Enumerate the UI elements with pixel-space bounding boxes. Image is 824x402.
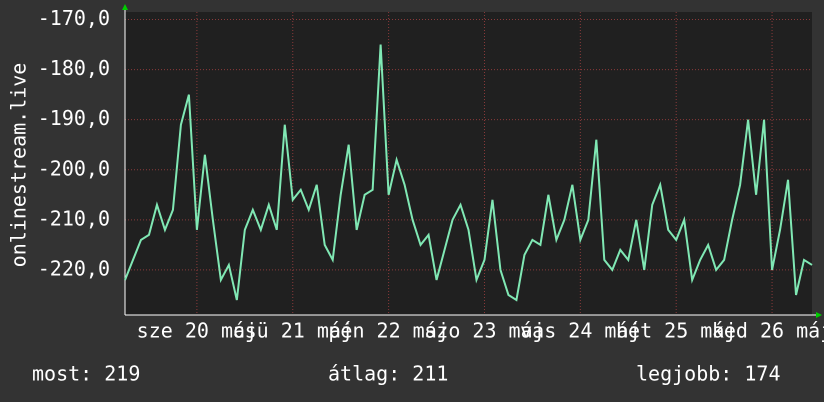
- x-tick-label: vas 24 máj: [520, 319, 640, 343]
- x-tick-label: szo 23 máj: [424, 319, 544, 343]
- footer-best: legjobb: 174: [636, 362, 781, 386]
- y-tick-label: -170,0: [38, 6, 110, 30]
- footer-average: átlag: 211: [328, 362, 448, 386]
- x-tick-label: hét 25 máj: [616, 319, 736, 343]
- y-tick-label: -190,0: [38, 106, 110, 130]
- x-tick-label: sze 20 máj: [137, 319, 257, 343]
- y-tick-label: -200,0: [38, 156, 110, 180]
- y-tick-label: -210,0: [38, 206, 110, 230]
- axis-arrow: [122, 4, 128, 10]
- plot-area: [125, 12, 812, 315]
- y-tick-label: -220,0: [38, 256, 110, 280]
- footer-current: most: 219: [32, 362, 140, 386]
- data-line: [124, 44, 813, 302]
- axis-arrow: [816, 312, 822, 318]
- y-axis-label: onlinestream.live: [7, 63, 31, 268]
- x-tick-label: pén 22 máj: [328, 319, 448, 343]
- x-tick-label: csü 21 máj: [233, 319, 353, 343]
- x-tick-label: ked 26 máj: [712, 319, 824, 343]
- y-tick-label: -180,0: [38, 56, 110, 80]
